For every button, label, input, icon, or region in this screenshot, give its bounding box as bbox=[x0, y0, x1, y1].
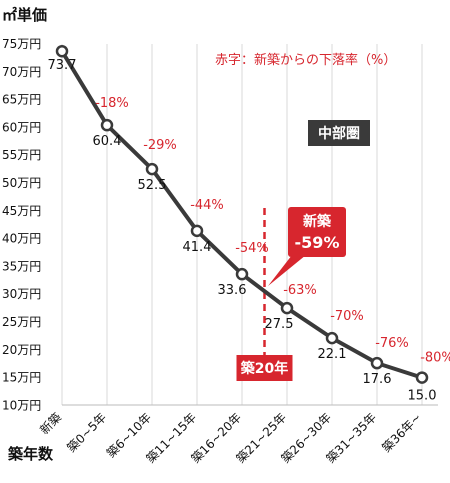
region-badge-label: 中部圏 bbox=[318, 125, 360, 142]
y-tick-label: 15万円 bbox=[2, 371, 41, 385]
value-label: 17.6 bbox=[363, 372, 392, 387]
value-label: 15.0 bbox=[408, 389, 437, 404]
value-label: 22.1 bbox=[318, 347, 347, 362]
y-axis-unit-label: ㎡単価 bbox=[2, 6, 47, 24]
y-tick-label: 60万円 bbox=[2, 120, 41, 134]
legend-note: 赤字：新築からの下落率（%） bbox=[215, 52, 396, 68]
data-point bbox=[415, 371, 429, 384]
value-label: 52.5 bbox=[138, 178, 167, 193]
percent-label: -44% bbox=[190, 198, 224, 213]
year-20-label: 築20年 bbox=[240, 360, 288, 377]
data-point bbox=[100, 118, 114, 132]
y-axis-ticks: 75万円 70万円 65万円 60万円 55万円 50万円 45万円 40万円 35万円 30万円… bbox=[2, 37, 41, 412]
y-tick-label: 75万円 bbox=[2, 37, 41, 51]
y-tick-label: 45万円 bbox=[2, 204, 41, 218]
y-tick-label: 20万円 bbox=[2, 343, 41, 357]
y-tick-label: 25万円 bbox=[2, 315, 41, 329]
data-point bbox=[190, 224, 204, 238]
value-label: 60.4 bbox=[93, 134, 122, 149]
y-tick-label: 70万円 bbox=[2, 65, 41, 79]
callout-title: 新築 bbox=[303, 213, 332, 230]
year-20-marker: 築20年 bbox=[236, 208, 293, 381]
percent-label: -63% bbox=[283, 283, 317, 298]
y-tick-label: 35万円 bbox=[2, 259, 41, 273]
x-axis-ticks: 新築 築0~5年築6~10年築11~15年築16~20年築21~25年築26~30… bbox=[37, 410, 425, 466]
data-point bbox=[235, 267, 249, 281]
region-badge: 中部圏 bbox=[308, 120, 370, 146]
y-tick-label: 55万円 bbox=[2, 148, 41, 162]
y-tick-label: 50万円 bbox=[2, 176, 41, 190]
year-20-box bbox=[236, 355, 293, 381]
percent-label: -29% bbox=[143, 138, 177, 153]
series-line bbox=[55, 44, 429, 384]
percent-label: -80% bbox=[420, 351, 450, 366]
x-tick-label: 築0~5年 bbox=[64, 410, 109, 455]
percent-label: -54% bbox=[235, 241, 269, 256]
y-tick-label: 10万円 bbox=[2, 398, 41, 412]
value-label: 73.7 bbox=[48, 58, 77, 73]
x-tick-label: 築36年~ bbox=[379, 410, 424, 455]
y-tick-label: 40万円 bbox=[2, 232, 41, 246]
data-point bbox=[370, 356, 384, 370]
callout-value: -59% bbox=[295, 233, 340, 252]
percent-label: -18% bbox=[95, 96, 129, 111]
y-tick-label: 30万円 bbox=[2, 287, 41, 301]
value-label: 33.6 bbox=[218, 283, 247, 298]
x-tick-label: 新築 bbox=[37, 410, 65, 438]
data-labels: 73.7 60.4 52.5 41.4 33.6 27.5 22.1 17.6 15.0 -18%… bbox=[48, 58, 450, 403]
x-axis-title: 築年数 bbox=[7, 445, 54, 463]
percent-label: -76% bbox=[375, 336, 409, 351]
data-point bbox=[55, 44, 69, 58]
y-tick-label: 65万円 bbox=[2, 93, 41, 107]
percent-label: -70% bbox=[330, 309, 364, 324]
callout-box: 新築 -59% bbox=[268, 207, 346, 286]
data-point bbox=[280, 301, 294, 315]
data-point bbox=[325, 331, 339, 345]
grid-lines bbox=[61, 44, 423, 405]
value-label: 27.5 bbox=[265, 317, 294, 332]
value-label: 41.4 bbox=[183, 240, 212, 255]
data-point bbox=[145, 162, 159, 176]
